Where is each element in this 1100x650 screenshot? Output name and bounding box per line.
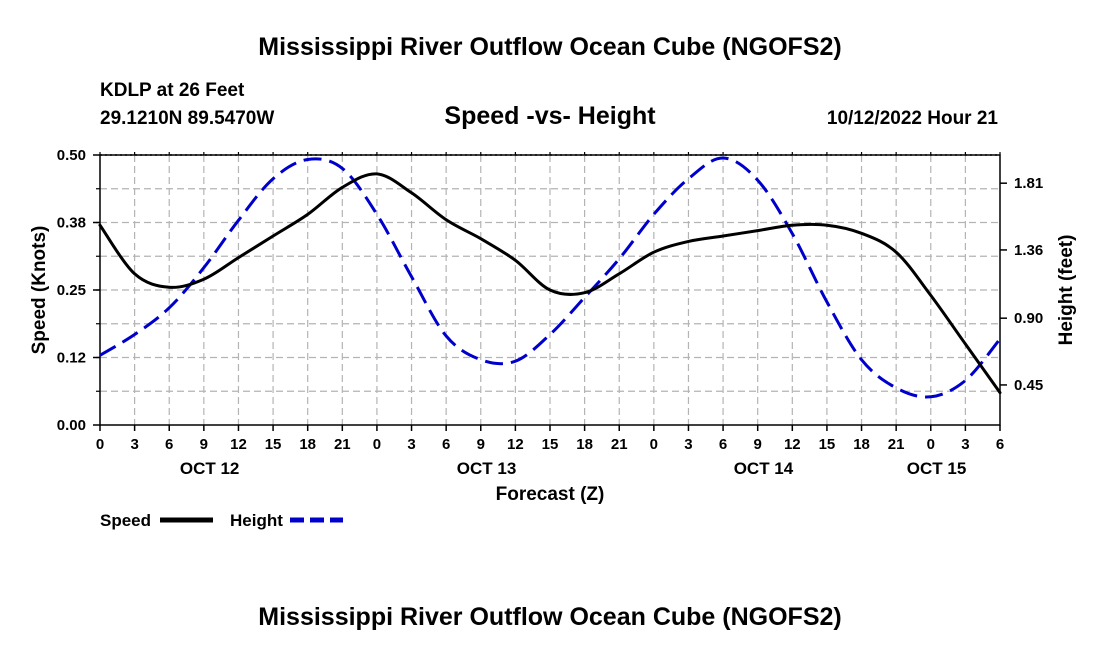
x-tick-label: 9	[200, 436, 208, 453]
y-left-tick-label: 0.12	[57, 350, 86, 367]
date-label: OCT 12	[180, 459, 240, 478]
x-tick-label: 21	[888, 436, 905, 453]
x-tick-label: 15	[819, 436, 836, 453]
x-tick-label: 6	[165, 436, 173, 453]
x-tick-label: 0	[373, 436, 381, 453]
x-tick-label: 6	[719, 436, 727, 453]
y-left-axis-label: Speed (Knots)	[29, 226, 50, 355]
x-tick-label: 6	[442, 436, 450, 453]
y-left-tick-label: 0.38	[57, 215, 86, 232]
date-label: OCT 15	[907, 459, 967, 478]
x-tick-label: 15	[542, 436, 559, 453]
x-tick-label: 18	[299, 436, 316, 453]
legend: Speed Height	[100, 511, 343, 530]
x-tick-label: 6	[996, 436, 1004, 453]
x-tick-label: 18	[853, 436, 870, 453]
y-right-tick-labels: 0.45 0.90 1.36 1.81	[1014, 175, 1043, 394]
x-tick-label: 9	[754, 436, 762, 453]
x-axis-label: Forecast (Z)	[496, 484, 605, 505]
date-labels: OCT 12 OCT 13 OCT 14 OCT 15	[180, 459, 966, 478]
x-tick-label: 3	[684, 436, 692, 453]
x-tick-label: 18	[576, 436, 593, 453]
station-name: KDLP at 26 Feet	[100, 80, 245, 101]
x-tick-label: 3	[130, 436, 138, 453]
date-label: OCT 14	[734, 459, 794, 478]
y-right-axis-label: Height (feet)	[1056, 235, 1077, 346]
x-tick-label: 9	[477, 436, 485, 453]
y-right-tick-label: 0.90	[1014, 310, 1043, 327]
y-right-tick-label: 1.36	[1014, 242, 1043, 259]
date-label: OCT 13	[457, 459, 517, 478]
y-left-tick-label: 0.50	[57, 147, 86, 164]
x-tick-label: 12	[784, 436, 801, 453]
main-title: Mississippi River Outflow Ocean Cube (NG…	[258, 33, 841, 61]
legend-height-label: Height	[230, 511, 283, 530]
speed-series-line	[98, 172, 1002, 395]
x-tick-label: 12	[230, 436, 247, 453]
x-tick-label: 12	[507, 436, 524, 453]
height-series-line	[99, 156, 1002, 399]
series-layer	[98, 156, 1002, 399]
x-tick-label: 21	[334, 436, 351, 453]
y-left-tick-label: 0.00	[57, 417, 86, 434]
x-tick-label: 21	[611, 436, 628, 453]
y-right-tick-label: 1.81	[1014, 175, 1043, 192]
y-right-tick-label: 0.45	[1014, 377, 1043, 394]
x-tick-label: 3	[407, 436, 415, 453]
footer-title: Mississippi River Outflow Ocean Cube (NG…	[258, 603, 841, 631]
axis-ticks	[93, 152, 1007, 431]
forecast-timestamp: 10/12/2022 Hour 21	[827, 108, 999, 129]
chart-title: Speed -vs- Height	[444, 102, 656, 130]
x-tick-label: 0	[650, 436, 658, 453]
x-tick-label: 3	[961, 436, 969, 453]
x-tick-label: 15	[265, 436, 282, 453]
legend-speed-label: Speed	[100, 511, 151, 530]
x-tick-labels: 0 3 6 9 12 15 18 21 0 3 6 9 12 15 18 21 0 3 6 9 12 15 18 21 0 3 6	[96, 436, 1004, 453]
y-left-tick-label: 0.25	[57, 282, 86, 299]
y-left-tick-labels: 0.00 0.12 0.25 0.38 0.50	[57, 147, 86, 434]
x-tick-label: 0	[96, 436, 104, 453]
x-tick-label: 0	[927, 436, 935, 453]
station-coords: 29.1210N 89.5470W	[100, 108, 274, 129]
